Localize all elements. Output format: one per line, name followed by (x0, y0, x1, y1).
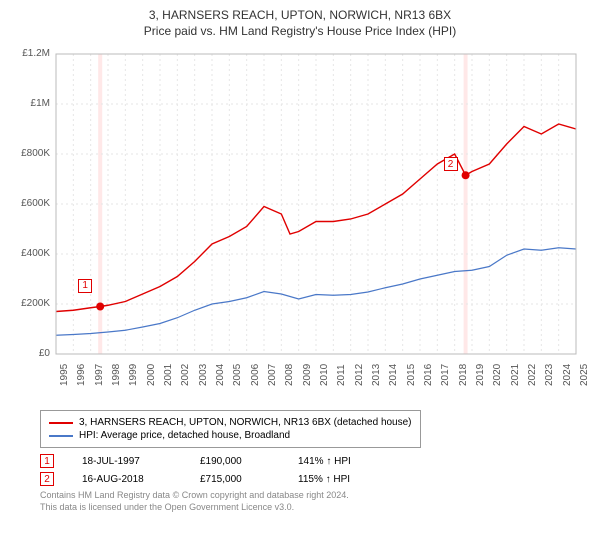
marker-pct: 141% ↑ HPI (298, 456, 388, 467)
x-tick-label: 1998 (111, 364, 122, 386)
x-tick-label: 2024 (562, 364, 573, 386)
x-tick-label: 2015 (406, 364, 417, 386)
marker-row: 1 18-JUL-1997 £190,000 141% ↑ HPI (40, 454, 590, 468)
x-tick-label: 2005 (232, 364, 243, 386)
x-tick-label: 2000 (146, 364, 157, 386)
marker-table: 1 18-JUL-1997 £190,000 141% ↑ HPI 2 16-A… (40, 454, 590, 486)
x-tick-label: 2021 (510, 364, 521, 386)
x-tick-label: 1997 (94, 364, 105, 386)
x-tick-label: 2007 (267, 364, 278, 386)
x-tick-label: 2011 (336, 364, 347, 386)
x-tick-label: 2003 (198, 364, 209, 386)
x-tick-label: 1995 (59, 364, 70, 386)
marker-price: £190,000 (200, 456, 270, 467)
x-tick-label: 2014 (388, 364, 399, 386)
x-tick-label: 2020 (492, 364, 503, 386)
x-tick-label: 2016 (423, 364, 434, 386)
x-tick-label: 2002 (180, 364, 191, 386)
y-tick-label: £0 (14, 348, 50, 359)
x-tick-label: 1999 (128, 364, 139, 386)
legend-item-property: 3, HARNSERS REACH, UPTON, NORWICH, NR13 … (49, 417, 412, 428)
y-tick-label: £200K (14, 298, 50, 309)
x-tick-label: 2023 (544, 364, 555, 386)
marker-row: 2 16-AUG-2018 £715,000 115% ↑ HPI (40, 472, 590, 486)
footer: Contains HM Land Registry data © Crown c… (40, 490, 590, 513)
marker-date: 16-AUG-2018 (82, 474, 172, 485)
legend-label: 3, HARNSERS REACH, UPTON, NORWICH, NR13 … (79, 417, 412, 428)
chart-svg (10, 44, 590, 404)
title-address: 3, HARNSERS REACH, UPTON, NORWICH, NR13 … (10, 8, 590, 22)
legend: 3, HARNSERS REACH, UPTON, NORWICH, NR13 … (40, 410, 421, 448)
legend-swatch (49, 422, 73, 424)
title-block: 3, HARNSERS REACH, UPTON, NORWICH, NR13 … (10, 8, 590, 38)
chart-container: 3, HARNSERS REACH, UPTON, NORWICH, NR13 … (0, 0, 600, 517)
marker-badge: 1 (40, 454, 54, 468)
x-tick-label: 2004 (215, 364, 226, 386)
x-tick-label: 2019 (475, 364, 486, 386)
x-tick-label: 2017 (440, 364, 451, 386)
title-subtitle: Price paid vs. HM Land Registry's House … (10, 24, 590, 38)
x-tick-label: 1996 (76, 364, 87, 386)
x-tick-label: 2001 (163, 364, 174, 386)
marker-pct: 115% ↑ HPI (298, 474, 388, 485)
x-tick-label: 2022 (527, 364, 538, 386)
x-tick-label: 2013 (371, 364, 382, 386)
footer-line: Contains HM Land Registry data © Crown c… (40, 490, 590, 502)
x-tick-label: 2010 (319, 364, 330, 386)
y-tick-label: £600K (14, 198, 50, 209)
x-tick-label: 2025 (579, 364, 590, 386)
chart-area: £0 £200K £400K £600K £800K £1M £1.2M 1995 1996 19… (10, 44, 590, 404)
x-tick-label: 2006 (250, 364, 261, 386)
legend-swatch (49, 435, 73, 437)
legend-item-hpi: HPI: Average price, detached house, Broa… (49, 430, 412, 441)
y-tick-label: £400K (14, 248, 50, 259)
marker-date: 18-JUL-1997 (82, 456, 172, 467)
plot-marker-badge: 2 (444, 157, 458, 171)
y-tick-label: £1.2M (14, 48, 50, 59)
marker-badge: 2 (40, 472, 54, 486)
legend-label: HPI: Average price, detached house, Broa… (79, 430, 290, 441)
marker-price: £715,000 (200, 474, 270, 485)
footer-line: This data is licensed under the Open Gov… (40, 502, 590, 514)
x-tick-label: 2018 (458, 364, 469, 386)
x-tick-label: 2009 (302, 364, 313, 386)
plot-marker-badge: 1 (78, 279, 92, 293)
y-tick-label: £800K (14, 148, 50, 159)
y-tick-label: £1M (14, 98, 50, 109)
x-tick-label: 2012 (354, 364, 365, 386)
x-tick-label: 2008 (284, 364, 295, 386)
